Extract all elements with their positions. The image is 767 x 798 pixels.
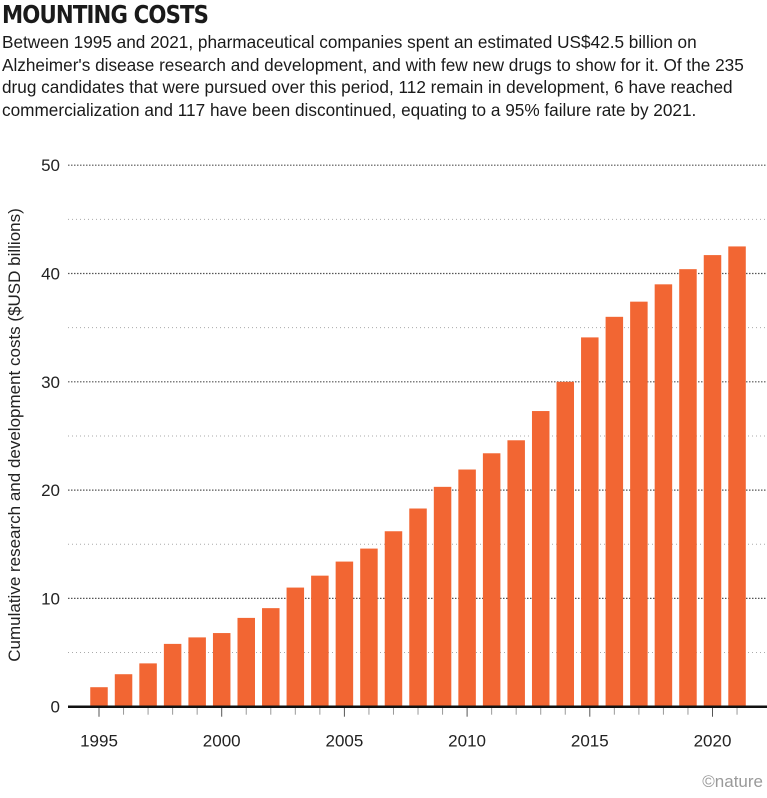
bar-2003 xyxy=(286,587,305,707)
bar-1995 xyxy=(90,687,108,707)
bar-2001 xyxy=(237,617,255,707)
bar-2013 xyxy=(531,411,550,707)
x-tick-label: 2005 xyxy=(325,732,363,751)
bar-2002 xyxy=(262,608,280,707)
y-axis-label: Cumulative research and development cost… xyxy=(5,208,24,662)
y-tick-label: 30 xyxy=(41,373,60,392)
x-tick-label: 2010 xyxy=(448,732,486,751)
nature-credit: ©nature xyxy=(702,772,763,791)
bar-2007 xyxy=(384,531,403,707)
bar-2018 xyxy=(654,284,673,707)
bar-2005 xyxy=(335,561,354,707)
y-tick-label: 20 xyxy=(41,481,60,500)
bar-2000 xyxy=(212,633,231,707)
chart-title: MOUNTING COSTS xyxy=(2,0,209,29)
chart-subtitle: Between 1995 and 2021, pharmaceutical co… xyxy=(2,32,744,120)
y-tick-label: 10 xyxy=(41,589,60,608)
bar-2019 xyxy=(679,269,697,707)
bar-2009 xyxy=(433,486,452,707)
bar-1997 xyxy=(139,663,157,707)
bar-2012 xyxy=(507,440,525,707)
bar-2004 xyxy=(311,575,329,707)
bar-2008 xyxy=(409,508,427,707)
bar-2014 xyxy=(556,381,575,707)
bar-2015 xyxy=(581,337,599,707)
x-tick-label: 2020 xyxy=(694,732,732,751)
bar-2010 xyxy=(458,469,476,707)
y-tick-label: 40 xyxy=(41,265,60,284)
bar-1996 xyxy=(114,674,133,707)
y-tick-label: 0 xyxy=(51,698,60,717)
x-tick-label: 1995 xyxy=(80,732,118,751)
bar-1999 xyxy=(188,637,206,707)
y-tick-label: 50 xyxy=(41,156,60,175)
bar-2016 xyxy=(605,316,624,707)
x-tick-label: 2000 xyxy=(203,732,241,751)
x-tick-label: 2015 xyxy=(571,732,609,751)
bar-2020 xyxy=(703,255,722,707)
bar-2011 xyxy=(482,453,501,707)
bar-2021 xyxy=(728,246,746,707)
bar-1998 xyxy=(163,643,182,707)
bar-2017 xyxy=(630,301,648,707)
bar-2006 xyxy=(360,548,378,707)
